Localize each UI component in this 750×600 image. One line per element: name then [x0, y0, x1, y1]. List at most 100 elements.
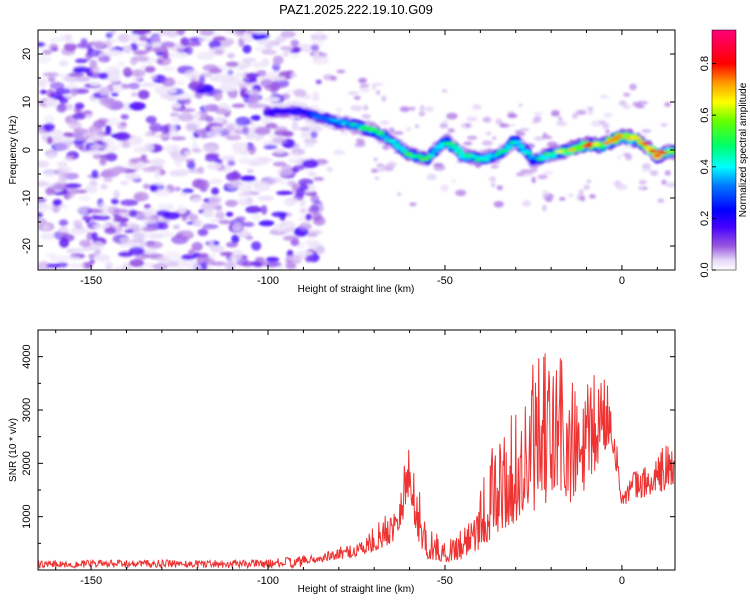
- heatmap-cell: [263, 144, 278, 150]
- heatmap-cell: [409, 202, 417, 207]
- heatmap-cell: [550, 110, 560, 117]
- heatmap-cell: [191, 148, 202, 153]
- heatmap-cell: [133, 191, 149, 202]
- heatmap-cell: [533, 111, 544, 116]
- heatmap-cell: [91, 169, 99, 179]
- heatmap-cell: [46, 263, 60, 268]
- heatmap-cell: [440, 184, 449, 192]
- heatmap-cell: [74, 102, 85, 110]
- heatmap-cell: [251, 30, 268, 35]
- heatmap-cell: [318, 116, 327, 120]
- spectrogram-x-axis-label: Height of straight line (km): [298, 284, 415, 295]
- heatmap-cell: [272, 55, 284, 65]
- heatmap-cell: [466, 135, 478, 140]
- heatmap-cell: [100, 183, 108, 190]
- heatmap-cell: [280, 30, 296, 38]
- heatmap-cell: [308, 172, 317, 177]
- heatmap-cell: [140, 82, 157, 87]
- heatmap-cell: [117, 252, 134, 257]
- heatmap-cell: [180, 37, 190, 47]
- heatmap-cell: [38, 181, 50, 187]
- heatmap-cell: [263, 97, 280, 102]
- heatmap-cell: [133, 50, 149, 56]
- heatmap-cell: [641, 167, 652, 172]
- heatmap-cell: [204, 154, 219, 162]
- heatmap-cell: [304, 240, 319, 244]
- heatmap-cell: [315, 245, 325, 255]
- heatmap-cell: [637, 186, 644, 190]
- heatmap-cell: [540, 156, 549, 160]
- heatmap-cell: [172, 102, 182, 109]
- heatmap-cell: [75, 76, 91, 82]
- heatmap-cell: [347, 91, 359, 96]
- heatmap-cell: [643, 134, 649, 138]
- heatmap-cell: [128, 209, 138, 218]
- heatmap-cell: [218, 219, 231, 225]
- heatmap-cell: [102, 138, 115, 146]
- heatmap-cell: [163, 203, 174, 212]
- heatmap-cell: [273, 126, 288, 132]
- heatmap-cell: [238, 231, 252, 237]
- heatmap-cell: [299, 207, 307, 214]
- heatmap-cell: [98, 72, 109, 80]
- heatmap-cell: [40, 89, 47, 95]
- heatmap-cell: [432, 162, 444, 167]
- snr-y-axis-label: SNR (10 * v/v): [8, 418, 19, 482]
- heatmap-cell: [625, 153, 633, 161]
- heatmap-cell: [58, 175, 67, 183]
- heatmap-cell: [145, 115, 157, 124]
- y-tick-label: 3000: [21, 398, 33, 422]
- heatmap-cell: [210, 261, 227, 266]
- snr-panel: -150 -100 -50 0 1000 2000 3000 4000 Height of …: [8, 329, 676, 595]
- heatmap-cell: [128, 101, 146, 111]
- heatmap-cell: [122, 140, 130, 149]
- heatmap-cell: [188, 81, 205, 90]
- heatmap-cell: [303, 138, 318, 145]
- heatmap-cell: [231, 234, 240, 244]
- heatmap-cell: [519, 128, 530, 132]
- heatmap-cell: [103, 176, 113, 183]
- heatmap-cell: [589, 194, 596, 199]
- heatmap-cell: [229, 92, 236, 99]
- heatmap-cell: [108, 69, 119, 80]
- heatmap-cell: [313, 51, 320, 62]
- heatmap-cell: [465, 123, 471, 128]
- heatmap-cell: [47, 76, 56, 83]
- heatmap-cell: [285, 262, 297, 270]
- heatmap-cell: [447, 128, 455, 133]
- heatmap-cell: [167, 88, 177, 94]
- colorbar-tick-label: 0.2: [699, 211, 711, 226]
- heatmap-cell: [205, 130, 221, 139]
- heatmap-cell: [298, 222, 312, 231]
- heatmap-cell: [172, 224, 180, 230]
- heatmap-cell: [186, 161, 196, 170]
- heatmap-cell: [70, 228, 83, 237]
- snr-series-line: [38, 353, 675, 570]
- heatmap-cell: [449, 145, 460, 149]
- heatmap-cell: [392, 143, 401, 147]
- heatmap-cell: [492, 136, 497, 141]
- heatmap-cell: [215, 108, 228, 115]
- heatmap-cell: [541, 189, 549, 197]
- heatmap-cell: [114, 265, 123, 270]
- heatmap-cell: [105, 262, 113, 270]
- heatmap-cell: [661, 179, 667, 185]
- heatmap-cell: [293, 89, 307, 98]
- heatmap-cell: [559, 197, 566, 201]
- heatmap-cell: [586, 106, 595, 111]
- heatmap-cell: [307, 243, 320, 248]
- heatmap-cell: [251, 213, 262, 221]
- heatmap-cell: [129, 259, 145, 268]
- heatmap-cell: [50, 91, 63, 100]
- heatmap-cell: [76, 189, 88, 194]
- heatmap-cell: [531, 176, 536, 184]
- heatmap-cell: [92, 241, 105, 251]
- heatmap-cell: [629, 83, 637, 91]
- heatmap-cell: [142, 166, 159, 173]
- heatmap-cell: [541, 135, 553, 140]
- heatmap-cell: [50, 129, 64, 140]
- heatmap-cell: [237, 198, 254, 206]
- x-tick-label: 0: [619, 275, 625, 287]
- heatmap-cell: [206, 162, 222, 170]
- heatmap-cell: [336, 69, 346, 74]
